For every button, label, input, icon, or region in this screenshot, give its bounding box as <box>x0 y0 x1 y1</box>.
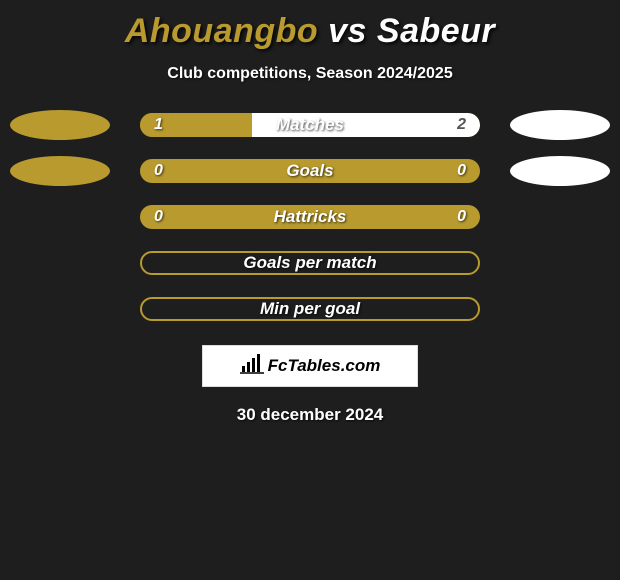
stat-bar: 00Goals <box>140 159 480 183</box>
player1-ellipse <box>10 156 110 186</box>
stat-row: Min per goal <box>0 297 620 321</box>
stat-bar: 12Matches <box>140 113 480 137</box>
player2-ellipse <box>510 156 610 186</box>
title-vs: vs <box>318 12 377 50</box>
stats-list: 12Matches 00Goals 00Hattricks Goals per mat… <box>0 113 620 343</box>
stat-row: Goals per match <box>0 251 620 275</box>
branding-text: FcTables.com <box>268 356 381 376</box>
page-title: Ahouangbo vs Sabeur <box>125 12 495 51</box>
branding-inner: FcTables.com <box>240 354 381 379</box>
stat-bar: Min per goal <box>140 297 480 321</box>
date-text: 30 december 2024 <box>237 405 384 425</box>
bar-chart-icon <box>240 354 264 379</box>
stat-label: Min per goal <box>142 299 478 319</box>
stat-row: 00Hattricks <box>0 205 620 229</box>
title-player2: Sabeur <box>377 12 495 50</box>
stat-row: 00Goals <box>0 159 620 183</box>
subtitle: Club competitions, Season 2024/2025 <box>167 65 452 83</box>
stat-label: Matches <box>140 115 480 135</box>
stat-row: 12Matches <box>0 113 620 137</box>
title-player1: Ahouangbo <box>125 12 318 50</box>
stat-label: Goals per match <box>142 253 478 273</box>
stat-label: Hattricks <box>140 207 480 227</box>
player1-ellipse <box>10 110 110 140</box>
stat-bar: 00Hattricks <box>140 205 480 229</box>
comparison-card: Ahouangbo vs Sabeur Club competitions, S… <box>0 0 620 425</box>
player2-ellipse <box>510 110 610 140</box>
stat-label: Goals <box>140 161 480 181</box>
stat-bar: Goals per match <box>140 251 480 275</box>
branding-box: FcTables.com <box>202 345 418 387</box>
